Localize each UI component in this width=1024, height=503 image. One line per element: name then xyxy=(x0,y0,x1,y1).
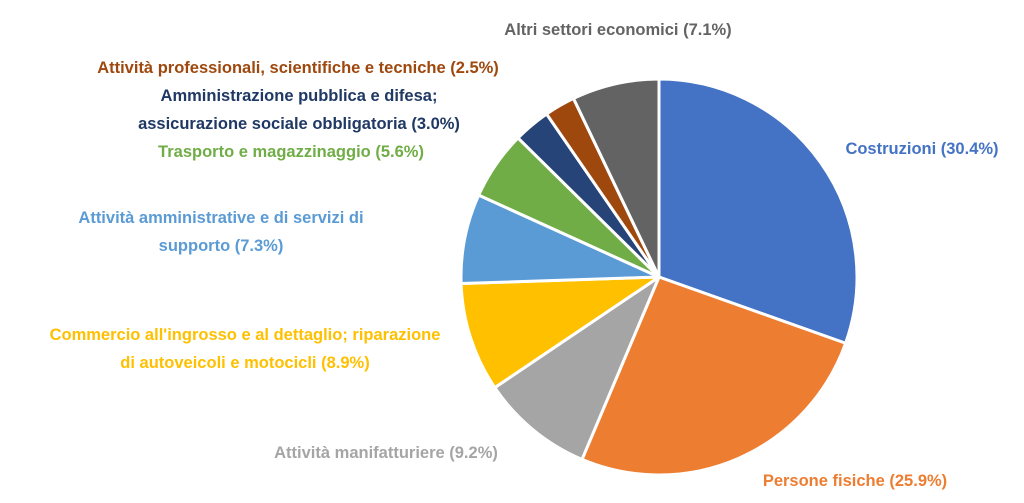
slice-label-line: assicurazione sociale obbligatoria (3.0%… xyxy=(138,115,460,133)
slice-label: Amministrazione pubblica e difesa; assicu… xyxy=(138,87,460,133)
slice-label-line: Trasporto e magazzinaggio (5.6%) xyxy=(158,143,424,161)
slice-label-line: Attività professionali, scientifiche e t… xyxy=(97,59,499,77)
pie-slice xyxy=(571,77,661,279)
slice-label-line: Attività amministrative e di servizi di xyxy=(78,209,363,227)
slice-label: Costruzioni (30.4%) xyxy=(845,140,998,158)
slice-label: Attività professionali, scientifiche e t… xyxy=(97,59,499,77)
slice-label: Trasporto e magazzinaggio (5.6%) xyxy=(158,143,424,161)
pie-slice xyxy=(580,275,848,477)
slice-label-line: Attività manifatturiere (9.2%) xyxy=(274,444,498,462)
pie-slice xyxy=(493,275,661,461)
slice-label: Commercio all'ingrosso e al dettaglio; r… xyxy=(50,326,441,372)
slice-label-line: Persone fisiche (25.9%) xyxy=(763,472,947,490)
slice-label: Persone fisiche (25.9%) xyxy=(763,472,947,490)
pie-slice xyxy=(657,77,859,345)
slice-label-line: Costruzioni (30.4%) xyxy=(845,140,998,158)
slice-label: Altri settori economici (7.1%) xyxy=(504,21,731,39)
pie-slice xyxy=(459,275,661,390)
slice-label-line: Amministrazione pubblica e difesa; xyxy=(161,87,438,105)
slice-label-line: Commercio all'ingrosso e al dettaglio; r… xyxy=(50,326,441,344)
slice-label-line: supporto (7.3%) xyxy=(159,237,284,255)
slice-label-line: Altri settori economici (7.1%) xyxy=(504,21,731,39)
slice-label: Attività amministrative e di servizi di s… xyxy=(78,209,363,255)
slice-label-line: di autoveicoli e motocicli (8.9%) xyxy=(120,354,369,372)
slice-label: Attività manifatturiere (9.2%) xyxy=(274,444,498,462)
